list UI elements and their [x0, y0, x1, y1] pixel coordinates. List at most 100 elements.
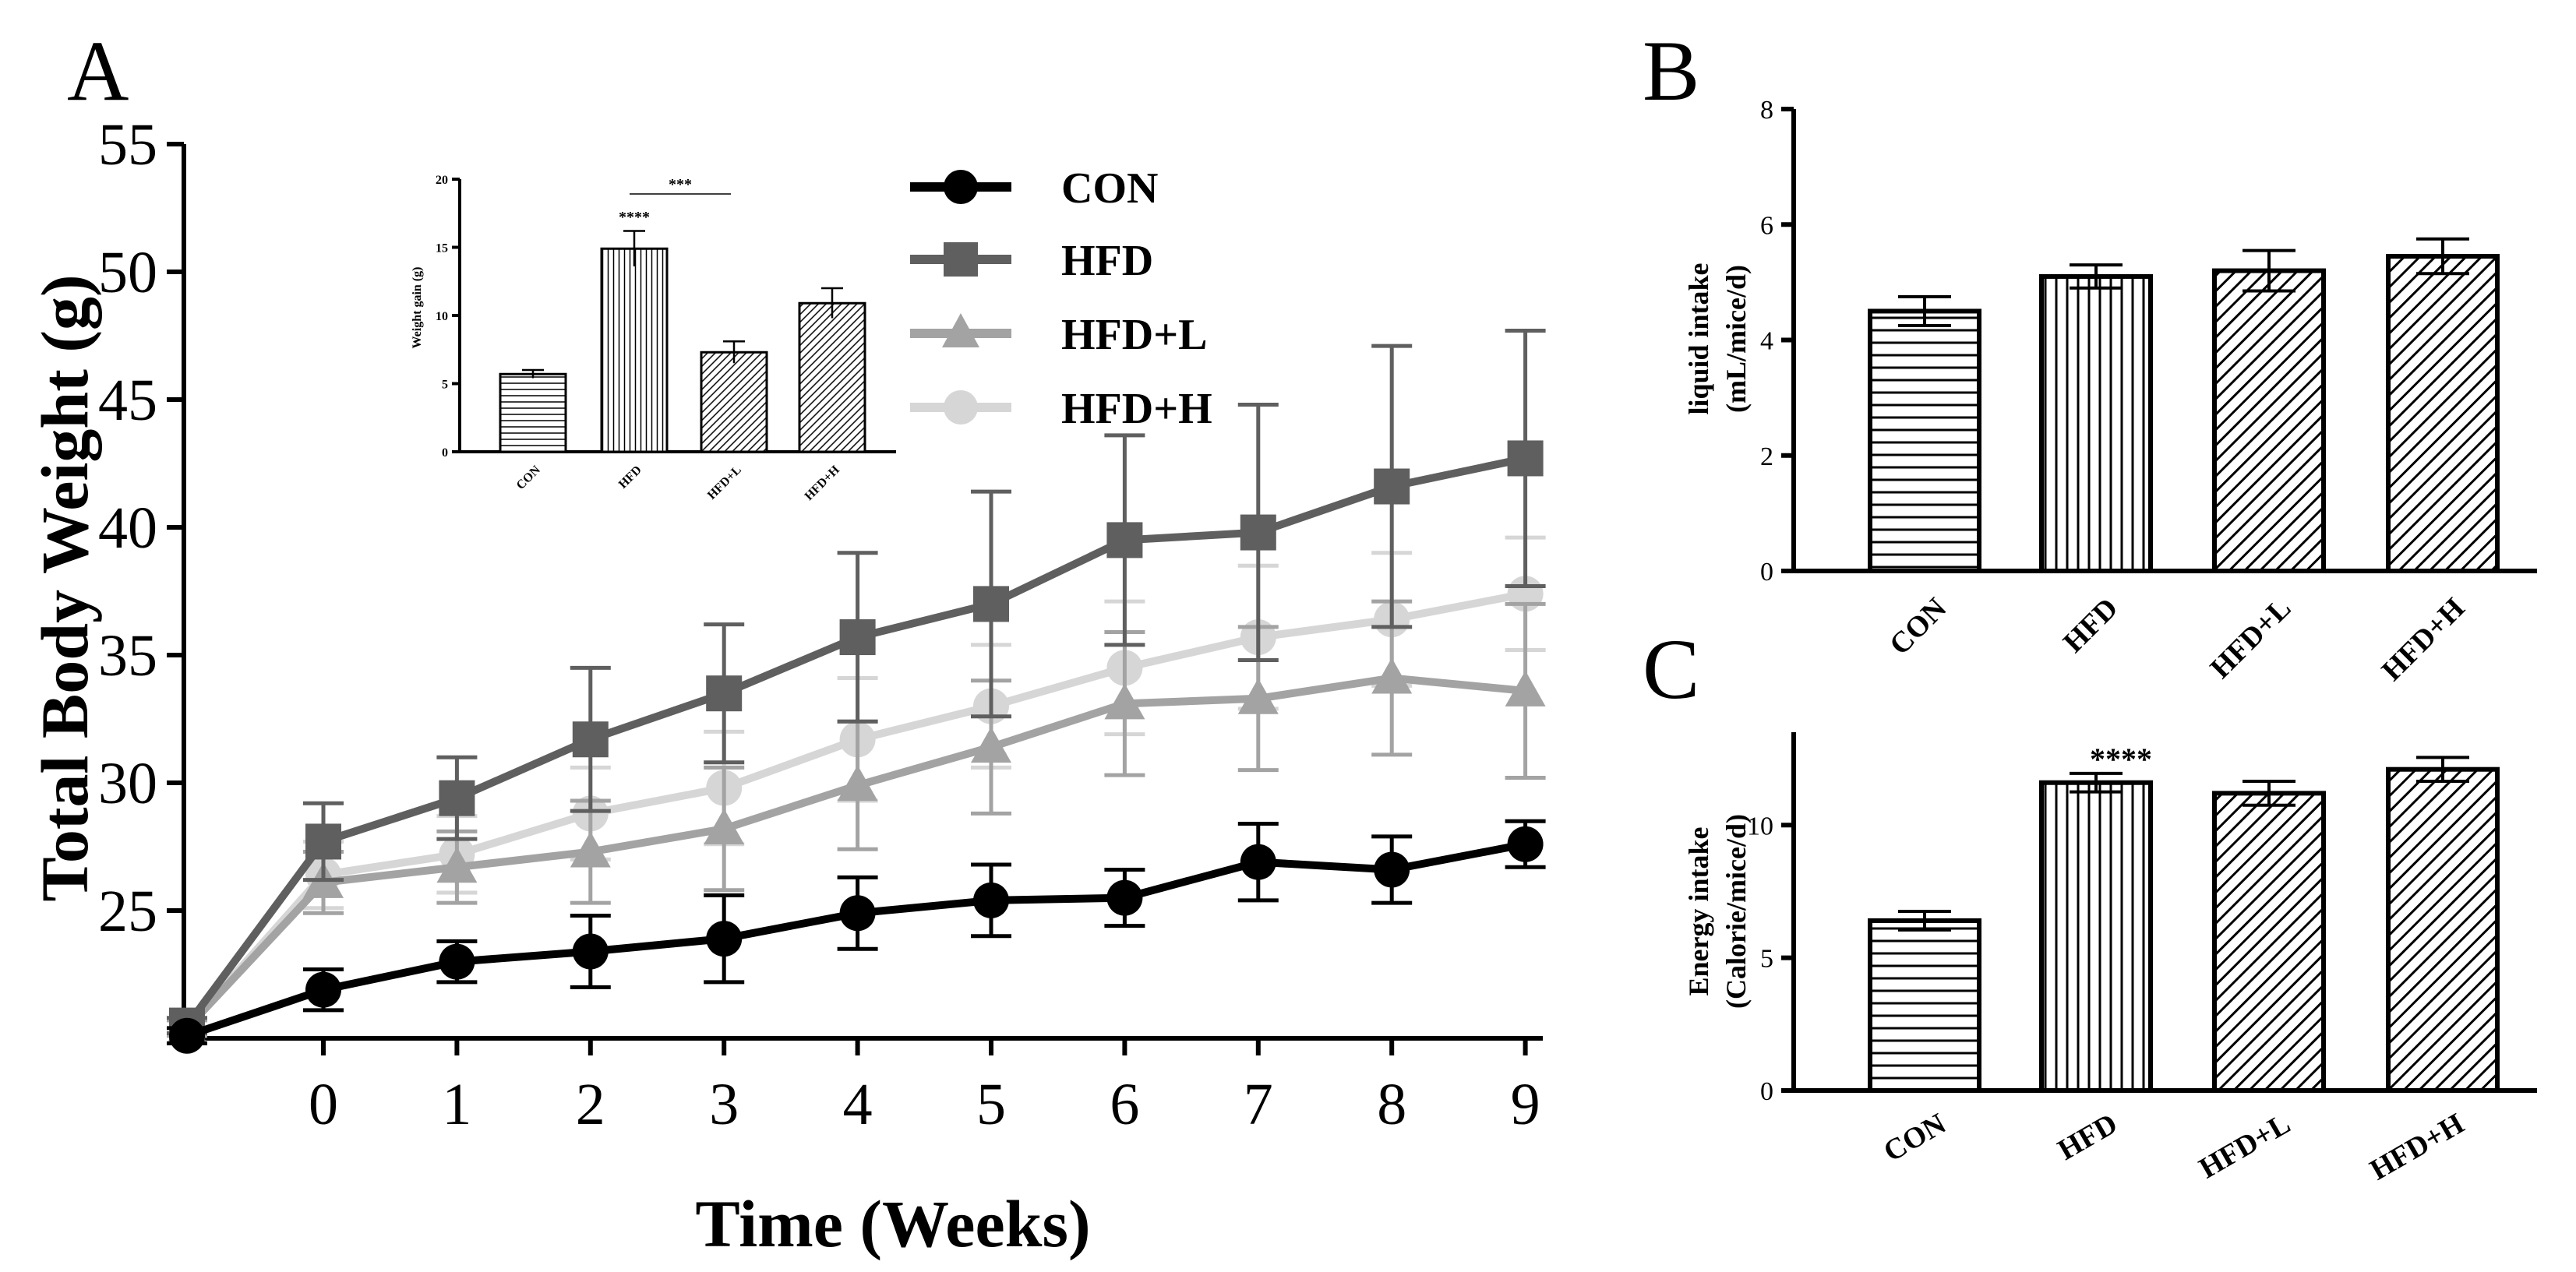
panel-b-y-axis-label-line2: (mL/mice/d)	[1720, 265, 1752, 413]
data-point-hfd	[1106, 522, 1143, 558]
data-point-hfd	[305, 823, 341, 860]
data-point-hfd	[1507, 440, 1544, 477]
data-point-hfd	[1374, 468, 1410, 505]
legend-item-con: CON	[910, 164, 1158, 213]
panel-b-category-label-hfd-l: HFD+L	[2204, 592, 2298, 685]
panel-b-bar-hfd-l	[2212, 268, 2326, 573]
panel-a-axes	[182, 144, 1543, 1041]
panel-a-x-axis-label: Time (Weeks)	[695, 1186, 1090, 1261]
data-point-con	[1374, 851, 1410, 888]
panel-c-bar-hfd	[2039, 780, 2153, 1093]
panel-c-bar-chart: 0 5 10 CON HFD HFD+L HFD+H Energy intake (Cal…	[1683, 732, 2537, 1187]
panel-a-y-tick-label: 45	[98, 368, 157, 433]
panel-a-y-tick-label: 40	[98, 495, 157, 561]
data-point-con	[839, 895, 876, 932]
panel-a-legend: CON HFD HFD+L HFD+H	[910, 164, 1212, 433]
panel-c-bar-group-hfd-h	[2386, 756, 2500, 1093]
data-point-con	[572, 933, 609, 970]
legend-label-hfd-h: HFD+H	[1061, 385, 1212, 433]
inset-y-axis-label: Weight gain (g)	[411, 267, 424, 349]
data-point-con	[973, 882, 1009, 918]
panel-c-y-tick-label: 5	[1760, 945, 1773, 974]
panel-b-bar-hfd	[2039, 273, 2153, 573]
panel-b-bar-chart: 0 2 4 6 8 CON HFD HFD+L HFD+H liquid intake (mL…	[1683, 96, 2537, 687]
legend-label-con: CON	[1061, 164, 1158, 213]
panel-a-y-ticks: 25 30 35 40 45 50 55	[98, 112, 184, 944]
inset-category-label-con: CON	[514, 463, 543, 492]
panel-b-y-tick-label: 8	[1760, 96, 1773, 125]
data-point-hfd-l	[436, 847, 478, 883]
panel-c-y-axis-label-line1: Energy intake	[1683, 826, 1714, 995]
data-point-hfd-l	[1371, 657, 1413, 694]
inset-y-tick-label: 10	[436, 310, 448, 323]
panel-a-x-tick-label: 4	[843, 1072, 873, 1137]
panel-a-x-tick-label: 6	[1110, 1072, 1139, 1137]
panel-c-bar-group-hfd	[2039, 771, 2153, 1093]
legend-item-hfd: HFD	[910, 237, 1153, 285]
panel-c-bar-group-hfd-l	[2212, 780, 2326, 1093]
legend-marker-hfd	[944, 242, 978, 277]
data-point-hfd-l	[971, 727, 1011, 763]
panel-b-category-labels: CON HFD HFD+L HFD+H	[1883, 592, 2471, 688]
inset-bar-group-con	[499, 368, 567, 453]
data-point-hfd-l	[1505, 670, 1546, 706]
panel-b-y-ticks: 0 2 4 6 8	[1760, 96, 1794, 587]
panel-c-significance-hfd: ****	[2090, 742, 2152, 777]
panel-c-letter: C	[1643, 622, 1699, 717]
panel-b-y-tick-label: 6	[1760, 211, 1773, 240]
panel-c-category-label-con: CON	[1878, 1107, 1951, 1168]
panel-a-x-ticks: 0 1 2 3 4 5 6 7 8 9	[309, 1038, 1540, 1137]
panel-c-bar-hfd-l	[2212, 791, 2326, 1093]
panel-a-x-tick-label: 7	[1244, 1072, 1273, 1137]
data-point-hfd	[1240, 514, 1276, 551]
legend-marker-con	[944, 170, 978, 204]
panel-a-x-tick-label: 9	[1511, 1072, 1540, 1137]
inset-category-label-hfd: HFD	[616, 463, 644, 492]
panel-b-bar-group-hfd	[2039, 263, 2153, 573]
inset-bar-group-hfd-h	[798, 287, 866, 453]
panel-c-category-label-hfd-h: HFD+H	[2365, 1107, 2470, 1186]
panel-c-category-label-hfd: HFD	[2052, 1107, 2123, 1166]
panel-c-y-axis-label-line2: (Calorie/mice/d)	[1720, 814, 1752, 1009]
panel-c-y-tick-label: 0	[1760, 1077, 1773, 1106]
panel-b-bar-group-hfd-h	[2386, 237, 2500, 573]
data-point-hfd	[572, 721, 609, 758]
panel-c-bar-con	[1868, 918, 1981, 1093]
panel-b-y-tick-label: 2	[1760, 442, 1773, 471]
panel-a-y-tick-label: 30	[98, 751, 157, 816]
inset-category-label-hfd-h: HFD+H	[803, 463, 843, 503]
panel-a-inset-bar-chart: 0 5 10 15 20 CON HFD HFD+L HFD+H Weight gain (g…	[411, 174, 896, 503]
inset-significance-hfd-vs-hfd-l: ***	[669, 176, 692, 193]
inset-bar-con	[499, 372, 567, 453]
inset-bar-hfd-h	[798, 301, 866, 453]
panel-b-bar-group-hfd-l	[2212, 248, 2326, 573]
inset-y-tick-label: 5	[442, 379, 448, 392]
inset-y-tick-label: 0	[442, 446, 448, 460]
panel-c-y-ticks: 0 5 10	[1747, 812, 1794, 1106]
data-point-hfd-l	[1237, 678, 1279, 714]
panel-a-x-tick-label: 3	[709, 1072, 739, 1137]
panel-b-bars	[1868, 237, 2500, 573]
inset-category-label-hfd-l: HFD+L	[705, 463, 744, 502]
data-point-hfd	[839, 619, 876, 656]
panel-b-letter: B	[1643, 23, 1699, 118]
panel-a-y-tick-label: 25	[98, 879, 157, 944]
panel-a-x-tick-label: 0	[309, 1072, 338, 1137]
panel-a-series	[167, 328, 1546, 1054]
inset-bar-group-hfd-l	[700, 340, 768, 453]
panel-c-bars	[1868, 756, 2500, 1093]
panel-c-y-tick-label: 10	[1747, 812, 1773, 840]
data-point-hfd	[973, 586, 1009, 622]
legend-marker-hfd-h	[944, 390, 978, 425]
inset-y-tick-label: 15	[436, 242, 448, 255]
inset-bar-group-hfd	[600, 230, 669, 453]
data-point-con	[305, 971, 341, 1008]
data-point-hfd-l	[1104, 683, 1145, 720]
inset-significance-hfd: ****	[619, 209, 650, 226]
legend-label-hfd: HFD	[1061, 237, 1153, 285]
inset-y-tick-label: 20	[436, 174, 448, 187]
data-point-con	[706, 921, 743, 957]
data-point-hfd	[439, 780, 475, 816]
panel-a-y-tick-label: 35	[98, 623, 157, 689]
